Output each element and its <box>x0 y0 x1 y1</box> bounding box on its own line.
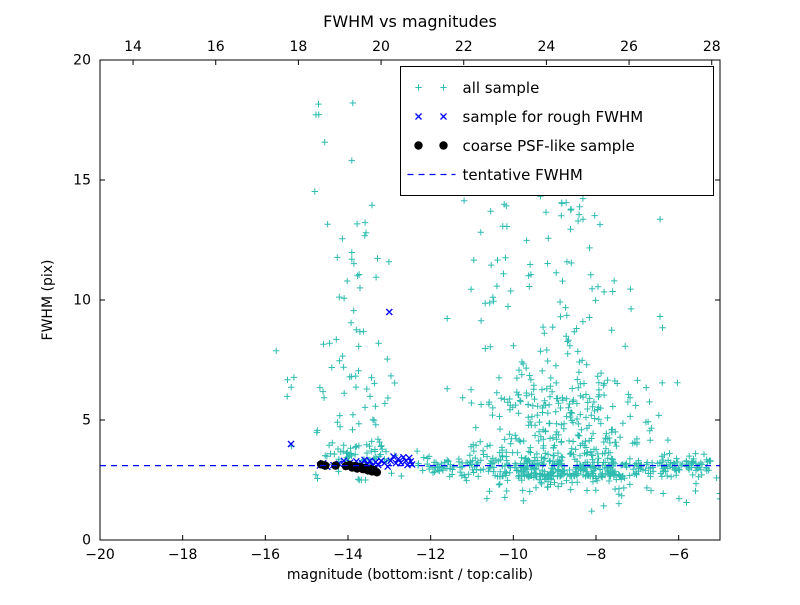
legend-plus-marker <box>415 84 447 91</box>
y-tick-label: 0 <box>82 533 91 549</box>
x-top-tick-label: 22 <box>455 39 473 55</box>
series-rough-fwhm-sample <box>287 308 416 471</box>
x-bottom-tick-label: −18 <box>168 547 198 563</box>
x-bottom-tick-label: −14 <box>333 547 363 563</box>
x-axis-label: magnitude (bottom:isnt / top:calib) <box>287 567 533 583</box>
x-bottom-tick-label: −12 <box>416 547 446 563</box>
x-bottom-tick-label: −6 <box>668 547 689 563</box>
x-top-tick-label: 16 <box>207 39 225 55</box>
y-tick-label: 20 <box>73 53 91 69</box>
y-tick-label: 10 <box>73 293 91 309</box>
x-bottom-tick-label: −16 <box>251 547 281 563</box>
legend-dot-marker <box>414 141 423 150</box>
x-bottom-tick-label: −10 <box>499 547 529 563</box>
x-top-tick-label: 26 <box>620 39 638 55</box>
legend-label: coarse PSF-like sample <box>463 137 635 155</box>
x-top-tick-label: 24 <box>537 39 555 55</box>
legend-dot-marker <box>439 141 448 150</box>
y-tick-label: 5 <box>82 413 91 429</box>
legend-label: sample for rough FWHM <box>463 108 644 126</box>
legend-x-marker <box>415 113 447 120</box>
y-axis-label: FWHM (pix) <box>40 260 56 341</box>
chart-title: FWHM vs magnitudes <box>323 12 497 31</box>
x-top-tick-label: 20 <box>372 39 390 55</box>
x-top-tick-label: 14 <box>124 39 142 55</box>
x-top-tick-label: 28 <box>703 39 721 55</box>
x-top-tick-label: 18 <box>289 39 307 55</box>
x-bottom-tick-label: −8 <box>586 547 607 563</box>
series-psf-like-sample <box>316 460 382 477</box>
y-tick-label: 15 <box>73 173 91 189</box>
x-bottom-tick-label: −20 <box>85 547 115 563</box>
legend-label: all sample <box>463 79 540 97</box>
legend-label: tentative FWHM <box>463 166 583 184</box>
